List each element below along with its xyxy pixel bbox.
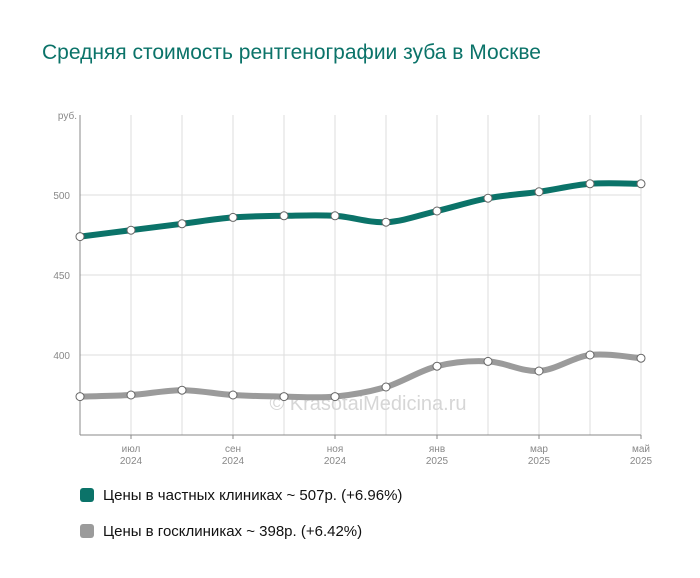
legend-swatch-private (80, 488, 94, 502)
x-tick-label-month: сен (225, 444, 241, 455)
x-tick-label-month: ноя (327, 444, 344, 455)
data-point (75, 232, 85, 242)
data-point (534, 187, 544, 197)
y-tick-label: 450 (53, 271, 70, 282)
chart-title: Средняя стоимость рентгенографии зуба в … (42, 41, 541, 64)
legend-label-public: Цены в госклиниках ~ 398р. (+6.42%) (103, 522, 363, 540)
legend-item-private[interactable]: Цены в частных клиниках ~ 507р. (+6.96%) (80, 485, 402, 505)
x-tick-label-year: 2024 (324, 456, 347, 467)
data-point (177, 385, 187, 395)
x-tick-label-month: май (632, 444, 650, 455)
y-tick-label: 500 (53, 191, 70, 202)
y-tick-label: 400 (53, 351, 70, 362)
data-point (585, 179, 595, 189)
data-point (432, 206, 442, 216)
line-chart: руб.400450500июл2024сен2024ноя2024янв202… (53, 110, 652, 467)
x-tick-label-month: мар (530, 444, 548, 455)
grid (80, 115, 642, 435)
axes: руб.400450500июл2024сен2024ноя2024янв202… (53, 110, 652, 467)
data-point (381, 382, 391, 392)
x-tick-label-year: 2025 (426, 456, 449, 467)
data-point (279, 392, 289, 402)
x-tick-label-year: 2025 (630, 456, 653, 467)
data-point (636, 353, 646, 363)
series-0 (75, 179, 646, 242)
data-point (432, 361, 442, 371)
legend-label-private: Цены в частных клиниках ~ 507р. (+6.96%) (103, 486, 403, 504)
x-tick-label-year: 2024 (222, 456, 245, 467)
data-point (75, 392, 85, 402)
data-point (534, 366, 544, 376)
series-1 (75, 350, 646, 402)
legend-swatch-public (80, 524, 94, 538)
x-tick-label-month: янв (429, 444, 445, 455)
data-point (381, 217, 391, 227)
data-point (330, 392, 340, 402)
data-point (636, 179, 646, 189)
legend-item-public[interactable]: Цены в госклиниках ~ 398р. (+6.42%) (80, 521, 402, 541)
y-axis-unit-label: руб. (58, 110, 77, 122)
x-tick-label-year: 2025 (528, 456, 551, 467)
data-point (228, 390, 238, 400)
x-tick-label-year: 2024 (120, 456, 143, 467)
data-point (483, 356, 493, 366)
data-point (483, 193, 493, 203)
series-line-0 (77, 180, 644, 240)
data-point (330, 211, 340, 221)
data-point (126, 225, 136, 235)
series-line-1 (77, 351, 644, 401)
legend: Цены в частных клиниках ~ 507р. (+6.96%)… (80, 485, 402, 557)
x-tick-label-month: июл (122, 444, 141, 455)
series-layer (75, 179, 646, 402)
data-point (177, 219, 187, 229)
data-point (279, 211, 289, 221)
data-point (585, 350, 595, 360)
data-point (228, 212, 238, 222)
data-point (126, 390, 136, 400)
